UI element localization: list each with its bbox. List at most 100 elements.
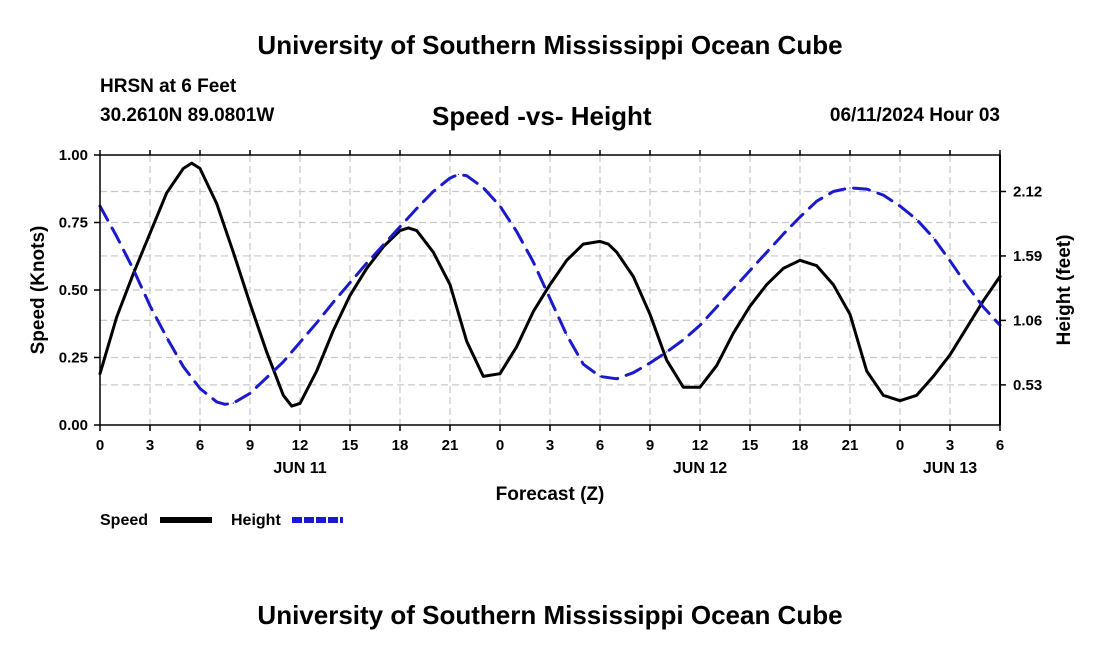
speed-data-point	[732, 332, 734, 334]
speed-data-point	[349, 294, 351, 296]
y-tick-label: 0.25	[59, 350, 88, 367]
speed-data-point	[399, 230, 401, 232]
height-data-point	[682, 339, 684, 341]
height-data-point	[316, 322, 318, 324]
x-tick-label: 0	[896, 437, 904, 454]
speed-data-point	[266, 351, 268, 353]
height-data-point	[349, 282, 351, 284]
legend: Speed Height	[100, 512, 343, 529]
speed-data-point	[407, 227, 409, 229]
speed-data-point	[249, 302, 251, 305]
chart-title: Speed -vs- Height	[432, 101, 652, 131]
height-data-point	[249, 392, 251, 394]
speed-data-point	[749, 305, 751, 307]
height-data-point	[116, 235, 118, 238]
x-tick-label: 6	[596, 437, 604, 454]
height-data-point	[599, 375, 601, 377]
height-data-point	[532, 261, 534, 263]
speed-data-point	[332, 329, 334, 332]
x-tick-label: 15	[742, 437, 759, 454]
speed-data-point	[366, 267, 368, 269]
y2-tick-label: 1.59	[1013, 248, 1042, 265]
legend-height-label: Height	[231, 512, 281, 529]
speed-data-point	[932, 375, 934, 377]
speed-data-point	[699, 386, 701, 388]
height-data-point	[366, 262, 368, 264]
speed-height-chart: 0 3 6 9 12 15 18 21 0 3 6 9 12 15 18 21 0 3 6 0.00 0.25 0.50 0…	[28, 147, 1075, 529]
height-data-point	[932, 237, 934, 239]
height-data-point	[832, 190, 834, 193]
grid-lines	[100, 155, 1000, 425]
height-data-point	[699, 324, 701, 326]
speed-data-point	[799, 259, 801, 261]
y2-tick-label: 2.12	[1013, 183, 1042, 200]
height-data-point	[916, 218, 918, 221]
speed-data-point	[682, 386, 684, 388]
height-data-point	[816, 200, 818, 202]
height-data-point	[457, 173, 459, 176]
speed-data-point	[782, 267, 784, 269]
x-tick-label: 18	[392, 437, 409, 454]
height-data-point	[666, 351, 668, 353]
height-data-point	[382, 244, 384, 246]
height-data-point	[516, 231, 518, 233]
x-tick-label: 3	[146, 437, 154, 454]
speed-data-point	[191, 162, 193, 164]
y2-axis-label: Height (feet)	[1054, 235, 1075, 346]
height-data-point	[232, 402, 234, 404]
speed-data-point	[649, 313, 651, 315]
speed-data-point	[149, 232, 151, 234]
height-data-point	[282, 361, 284, 363]
y-axis-label: Speed (Knots)	[28, 226, 49, 355]
x-tick-label: 12	[292, 437, 309, 454]
height-data-point	[766, 251, 768, 253]
date-label: JUN 13	[923, 460, 977, 477]
speed-data-point	[616, 251, 618, 253]
speed-data-point	[849, 313, 851, 315]
height-data-point	[466, 175, 468, 177]
forecast-datetime: 06/11/2024 Hour 03	[829, 105, 1000, 126]
x-tick-label: 3	[546, 437, 554, 454]
speed-data-point	[666, 359, 668, 361]
footer-title: University of Southern Mississippi Ocean…	[257, 600, 843, 630]
x-tick-label: 6	[996, 437, 1004, 454]
height-data-point	[149, 305, 151, 307]
height-data-point	[866, 188, 868, 190]
height-data-point	[982, 306, 984, 308]
height-data-point	[216, 401, 218, 403]
speed-data-point	[816, 265, 818, 267]
height-data-point	[432, 190, 434, 193]
speed-data-point	[291, 405, 293, 407]
height-data-point	[266, 376, 268, 379]
height-data-point	[649, 362, 651, 364]
y-tick-label: 0.00	[59, 417, 88, 434]
height-data-point	[132, 268, 134, 270]
speed-data-point	[199, 167, 201, 170]
speed-data-point	[116, 316, 118, 318]
speed-data-point	[766, 284, 768, 286]
speed-data-point	[882, 394, 884, 396]
speed-data-point	[282, 394, 284, 396]
height-data-point	[966, 284, 968, 286]
x-tick-label: 12	[692, 437, 709, 454]
height-data-point	[332, 301, 334, 303]
axis-ticks: 0 3 6 9 12 15 18 21 0 3 6 9 12 15 18 21 0 3 6 0.00 0.25 0.50 0…	[59, 147, 1042, 477]
height-data-point	[199, 387, 201, 390]
height-data-point	[849, 187, 851, 189]
speed-data-point	[566, 259, 568, 261]
height-data-point	[416, 207, 418, 210]
speed-data-point	[466, 340, 468, 342]
x-tick-label: 0	[496, 437, 504, 454]
speed-data-point	[416, 230, 418, 232]
height-data-point	[582, 363, 584, 365]
height-data-point	[782, 233, 784, 235]
speed-data-point	[916, 394, 918, 396]
height-data-point	[732, 288, 734, 290]
speed-data-point	[607, 243, 609, 245]
x-tick-label: 18	[792, 437, 809, 454]
x-tick-label: 9	[246, 437, 254, 454]
x-tick-label: 9	[646, 437, 654, 454]
y2-tick-label: 1.06	[1013, 312, 1042, 329]
x-axis-label: Forecast (Z)	[496, 484, 605, 505]
height-data-point	[224, 403, 226, 405]
